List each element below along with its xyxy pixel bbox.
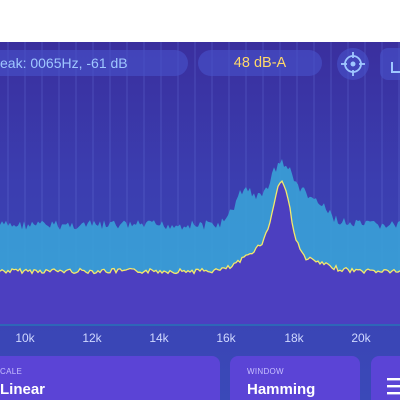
x-tick-label: 16k — [216, 331, 236, 345]
scale-value: Linear — [0, 381, 46, 398]
spectrum-trace — [0, 179, 400, 275]
x-tick-label: 18k — [284, 331, 304, 345]
window-selector[interactable]: WINDOW Hamming — [230, 356, 360, 400]
expand-button[interactable] — [380, 48, 400, 80]
level-readout[interactable]: 48 dB-A — [198, 50, 322, 76]
spectrum-fill — [0, 181, 400, 324]
x-tick-label: 20k — [351, 331, 371, 345]
expand-icon — [391, 62, 400, 73]
menu-button[interactable] — [371, 356, 400, 400]
x-tick-label: 12k — [82, 331, 102, 345]
menu-icon — [387, 378, 400, 395]
crosshair-button[interactable] — [337, 48, 369, 80]
window-value: Hamming — [247, 381, 316, 398]
x-tick-label: 14k — [149, 331, 169, 345]
scale-selector[interactable]: CALE Linear — [0, 356, 220, 400]
spectrum-analyzer: eak: 0065Hz, -61 dB 48 dB-A 10k 12k 14k … — [0, 42, 400, 400]
crosshair-icon — [341, 52, 365, 76]
level-readout-text: 48 dB-A — [233, 55, 287, 71]
x-tick-label: 10k — [15, 331, 35, 345]
spectrum-plot — [0, 42, 400, 324]
scale-caption: CALE — [0, 367, 23, 376]
window-caption: WINDOW — [247, 367, 284, 376]
peak-readout-text: eak: 0065Hz, -61 dB — [0, 55, 128, 71]
peak-readout[interactable]: eak: 0065Hz, -61 dB — [0, 50, 188, 76]
axis-baseline — [0, 324, 400, 326]
